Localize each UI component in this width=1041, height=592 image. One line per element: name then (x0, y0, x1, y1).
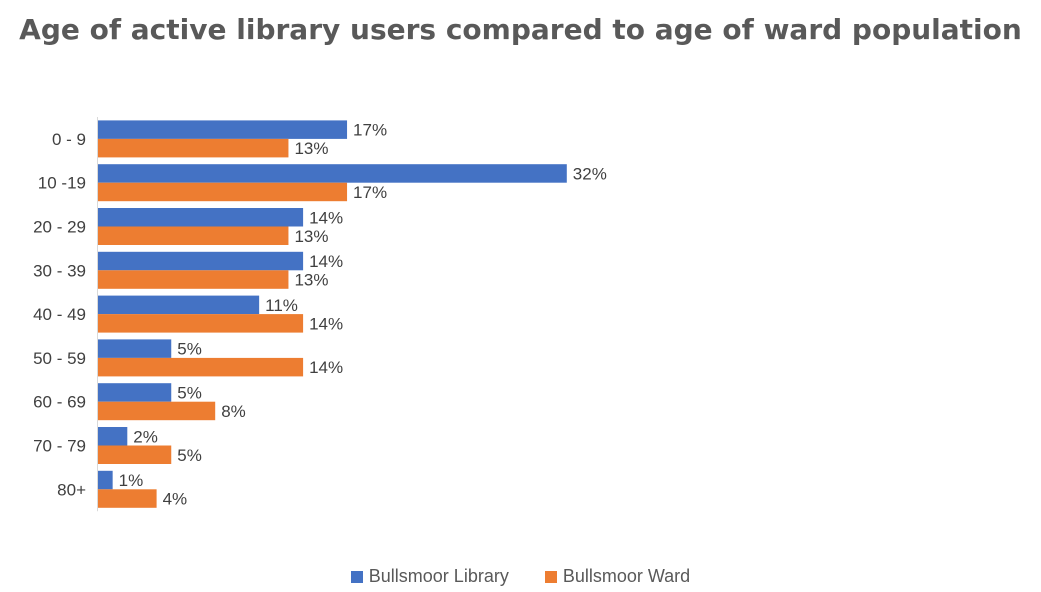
bar-library (98, 427, 128, 446)
bar-ward (98, 445, 172, 464)
category-label: 10 -19 (38, 174, 86, 193)
data-label: 17% (353, 183, 387, 202)
bar-ward (98, 357, 304, 377)
category-label: 80+ (57, 480, 86, 499)
data-label: 8% (221, 402, 246, 421)
bar-ward (98, 314, 304, 333)
legend: Bullsmoor Library Bullsmoor Ward (0, 566, 1041, 587)
data-label: 14% (309, 252, 343, 271)
bar-library (98, 470, 113, 490)
data-label: 14% (309, 358, 343, 377)
bar-ward (98, 226, 289, 245)
data-label: 5% (177, 383, 202, 402)
category-label: 40 - 49 (33, 305, 86, 324)
bar-library (98, 295, 260, 315)
category-label: 50 - 59 (33, 349, 86, 368)
legend-item-ward: Bullsmoor Ward (544, 566, 691, 587)
bar-ward (98, 182, 348, 202)
data-label: 13% (294, 271, 328, 290)
bar-ward (98, 401, 216, 421)
bar-ward (98, 270, 289, 289)
bar-ward (98, 138, 289, 158)
category-label: 20 - 29 (33, 218, 86, 237)
chart-title: Age of active library users compared to … (19, 13, 1022, 46)
category-label: 0 - 9 (52, 130, 86, 149)
category-label: 70 - 79 (33, 437, 86, 456)
category-label: 60 - 69 (33, 393, 86, 412)
bar-library (98, 251, 304, 271)
bar-chart: 0 - 9 17%13%10 -19 32%17%20 - 29 14%13%30 -… (33, 117, 607, 512)
data-label: 1% (119, 471, 144, 490)
bar-library (98, 120, 348, 139)
data-label: 11% (265, 296, 298, 315)
bar-library (98, 383, 172, 402)
data-label: 5% (177, 446, 202, 465)
data-label: 2% (133, 427, 158, 446)
bar-library (98, 208, 304, 227)
data-label: 5% (177, 340, 202, 359)
data-label: 13% (294, 227, 328, 246)
data-label: 4% (163, 490, 188, 509)
data-label: 14% (309, 314, 343, 333)
category-label: 30 - 39 (33, 261, 86, 280)
legend-swatch-ward (544, 570, 557, 583)
data-label: 14% (309, 208, 343, 227)
legend-item-library: Bullsmoor Library (350, 566, 509, 587)
data-label: 13% (294, 139, 328, 158)
data-label: 17% (353, 121, 387, 140)
bar-library (98, 339, 172, 358)
legend-label-library: Bullsmoor Library (368, 566, 509, 586)
legend-label-ward: Bullsmoor Ward (562, 566, 691, 586)
bar-ward (98, 489, 157, 508)
data-label: 32% (573, 164, 607, 183)
bar-library (98, 164, 567, 183)
legend-swatch-library (350, 570, 363, 583)
